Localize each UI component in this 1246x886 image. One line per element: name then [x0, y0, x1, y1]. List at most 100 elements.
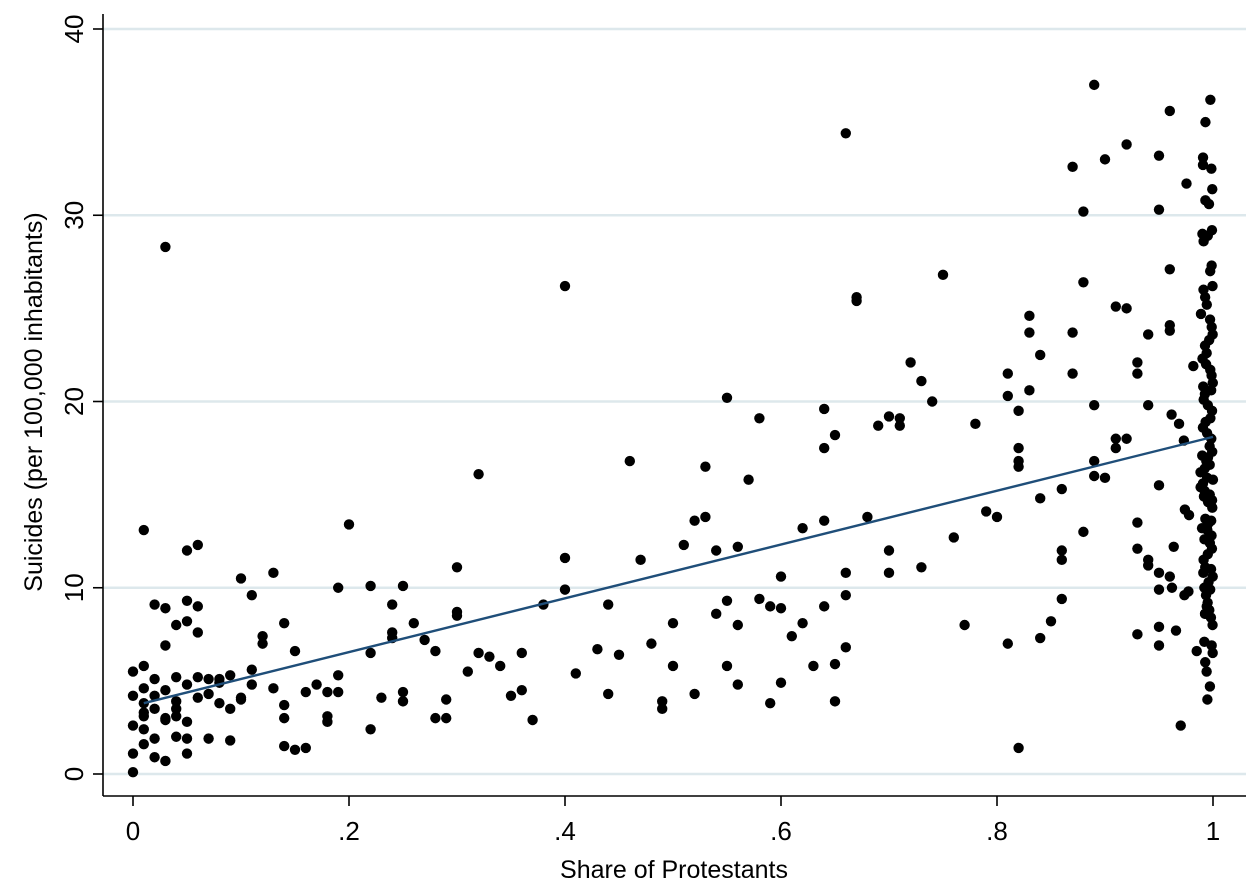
data-point	[1153, 640, 1165, 651]
data-point	[667, 660, 679, 672]
data-point	[829, 658, 841, 670]
data-point	[559, 280, 571, 292]
data-point	[570, 668, 581, 679]
data-point	[311, 679, 322, 690]
data-point	[127, 690, 139, 701]
data-point	[1078, 206, 1089, 217]
data-point	[246, 664, 257, 675]
data-point	[365, 647, 376, 659]
data-point	[505, 690, 517, 701]
data-point	[959, 619, 970, 631]
data-point	[743, 474, 754, 485]
data-point	[127, 748, 139, 759]
data-point	[376, 692, 387, 703]
data-point	[657, 696, 668, 707]
data-point	[1199, 340, 1211, 351]
data-point	[1089, 455, 1100, 467]
data-point	[149, 703, 160, 715]
data-point	[1078, 277, 1089, 288]
data-point	[1199, 534, 1210, 545]
data-point	[711, 608, 722, 620]
data-point	[592, 644, 603, 655]
data-point	[1002, 638, 1013, 649]
data-point	[516, 684, 527, 696]
data-point	[268, 567, 279, 579]
data-point	[829, 429, 841, 441]
data-point	[1205, 385, 1217, 396]
data-point	[721, 660, 733, 672]
data-point	[721, 392, 733, 403]
data-point	[279, 740, 290, 752]
data-point	[883, 411, 895, 422]
data-point	[1198, 567, 1209, 579]
data-point	[991, 511, 1003, 523]
data-point	[775, 677, 787, 688]
data-point	[397, 686, 409, 698]
data-point	[225, 703, 236, 715]
x-tick-label: 0	[126, 816, 140, 846]
data-point	[1024, 310, 1035, 322]
data-point	[225, 670, 236, 681]
data-point	[181, 616, 193, 627]
data-point	[1206, 640, 1217, 651]
data-point	[1013, 405, 1024, 417]
data-point	[797, 522, 808, 534]
data-point	[678, 539, 689, 551]
data-point	[1143, 329, 1154, 340]
data-point	[365, 580, 376, 592]
data-point	[1110, 442, 1122, 454]
data-point	[1099, 472, 1111, 484]
data-point	[862, 511, 873, 523]
data-point	[127, 666, 139, 677]
data-point	[387, 599, 398, 610]
y-axis-title: Suicides (per 100,000 inhabitants)	[20, 212, 48, 591]
data-point	[149, 673, 160, 685]
data-point	[808, 660, 819, 672]
data-point	[624, 455, 635, 467]
data-point	[1183, 586, 1194, 597]
data-point	[160, 241, 171, 253]
data-point	[927, 396, 938, 407]
data-point	[1206, 433, 1217, 444]
data-point	[1013, 742, 1024, 754]
data-point	[1203, 198, 1215, 210]
y-tick-label: 0	[59, 767, 89, 781]
data-point	[181, 679, 193, 690]
data-point	[171, 731, 182, 742]
data-point	[138, 524, 149, 536]
data-point	[1013, 442, 1024, 454]
data-point	[441, 694, 452, 705]
data-point	[192, 671, 203, 683]
data-point	[775, 603, 787, 614]
data-point	[775, 571, 787, 582]
data-point	[894, 413, 905, 424]
data-point	[1204, 584, 1216, 595]
data-point	[1132, 629, 1143, 640]
data-point	[171, 619, 182, 631]
data-point	[1056, 593, 1068, 605]
data-point	[1191, 645, 1202, 657]
data-point	[754, 593, 765, 605]
data-point	[646, 638, 657, 649]
data-point	[181, 545, 193, 556]
data-point	[1204, 489, 1215, 500]
data-point	[635, 554, 646, 566]
data-point	[1143, 560, 1154, 571]
data-point	[1205, 94, 1216, 105]
data-point	[149, 733, 160, 744]
data-point	[1153, 584, 1165, 595]
data-point	[127, 720, 139, 731]
data-point	[1166, 409, 1177, 420]
data-point	[559, 552, 571, 564]
data-point	[1056, 554, 1068, 566]
data-point	[1121, 303, 1132, 314]
data-point	[1164, 571, 1176, 582]
data-point	[1067, 327, 1078, 338]
data-point	[840, 567, 851, 579]
data-point	[408, 617, 419, 629]
data-point	[1132, 368, 1143, 379]
data-point	[840, 128, 851, 139]
data-point	[300, 686, 311, 698]
data-point	[1164, 264, 1176, 275]
